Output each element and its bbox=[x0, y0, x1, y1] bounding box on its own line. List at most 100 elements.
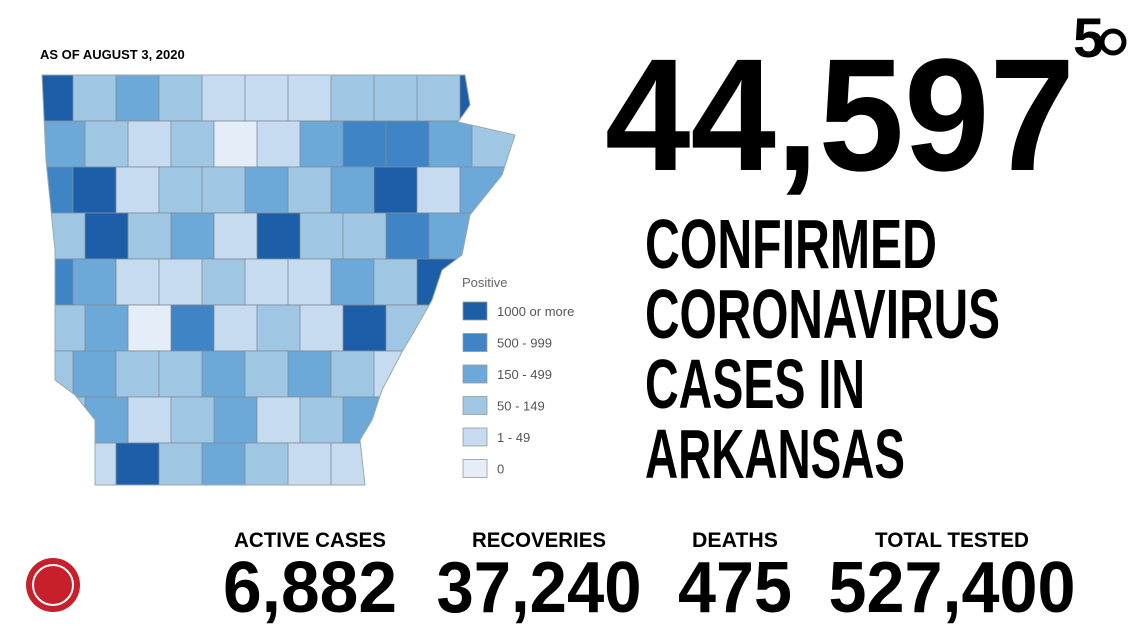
legend-swatch bbox=[462, 301, 488, 321]
date-label: AS OF AUGUST 3, 2020 bbox=[40, 47, 185, 62]
county bbox=[213, 304, 260, 352]
county bbox=[72, 166, 119, 214]
county bbox=[342, 212, 389, 260]
brand-eye bbox=[1099, 28, 1127, 56]
county bbox=[287, 166, 334, 214]
legend-label: 1000 or more bbox=[497, 304, 574, 319]
legend-label: 500 - 999 bbox=[497, 336, 552, 351]
county bbox=[115, 442, 162, 485]
county bbox=[158, 258, 205, 306]
county bbox=[72, 75, 119, 122]
county bbox=[287, 350, 334, 398]
stat-label: ACTIVE CASES bbox=[234, 529, 386, 552]
stat-label: TOTAL TESTED bbox=[875, 529, 1029, 552]
county bbox=[127, 120, 174, 168]
county bbox=[244, 75, 291, 122]
county bbox=[158, 442, 205, 485]
county bbox=[170, 120, 217, 168]
stat-label: DEATHS bbox=[692, 529, 778, 552]
stat-value: 527,400 bbox=[829, 548, 1076, 628]
county bbox=[373, 166, 420, 214]
county bbox=[373, 258, 420, 306]
county bbox=[373, 75, 420, 122]
legend-label: 150 - 499 bbox=[497, 367, 552, 382]
state-outline bbox=[41, 74, 516, 486]
county bbox=[127, 304, 174, 352]
headline-line: CONFIRMED bbox=[645, 205, 937, 283]
county bbox=[72, 350, 119, 398]
county bbox=[416, 166, 463, 214]
county bbox=[299, 212, 346, 260]
county bbox=[244, 258, 291, 306]
county bbox=[428, 120, 475, 168]
headline-line: CORONAVIRUS bbox=[645, 275, 1000, 353]
county bbox=[342, 120, 389, 168]
legend-swatch bbox=[462, 427, 488, 447]
county bbox=[84, 304, 131, 352]
stat-value: 475 bbox=[678, 548, 792, 628]
legend-title: Positive bbox=[462, 275, 508, 290]
county bbox=[201, 350, 248, 398]
county bbox=[385, 120, 432, 168]
ar-logo-ring bbox=[32, 564, 74, 606]
county bbox=[256, 120, 303, 168]
county bbox=[72, 258, 119, 306]
county bbox=[115, 350, 162, 398]
county bbox=[170, 212, 217, 260]
stat-value: 37,240 bbox=[437, 548, 642, 628]
county bbox=[115, 258, 162, 306]
county bbox=[244, 442, 291, 485]
county bbox=[244, 350, 291, 398]
county bbox=[256, 212, 303, 260]
county bbox=[299, 120, 346, 168]
county bbox=[127, 212, 174, 260]
legend-label: 50 - 149 bbox=[497, 399, 545, 414]
county bbox=[330, 350, 377, 398]
county bbox=[201, 258, 248, 306]
headline-number: 44,597 bbox=[605, 25, 1075, 204]
county bbox=[256, 304, 303, 352]
county bbox=[158, 350, 205, 398]
county bbox=[84, 212, 131, 260]
county bbox=[42, 120, 88, 168]
county bbox=[330, 258, 377, 306]
county bbox=[330, 166, 377, 214]
legend: 1000 or more 500 - 999 150 - 499 50 - 149 1 … bbox=[462, 301, 574, 478]
headline-line: CASES IN bbox=[645, 345, 865, 423]
county bbox=[201, 75, 248, 122]
county bbox=[256, 396, 303, 444]
legend-swatch bbox=[462, 396, 488, 415]
county bbox=[213, 120, 260, 168]
county bbox=[299, 396, 346, 444]
county bbox=[201, 166, 248, 214]
county bbox=[416, 75, 463, 122]
county bbox=[170, 396, 217, 444]
legend-label: 1 - 49 bbox=[497, 430, 530, 445]
county bbox=[299, 304, 346, 352]
legend-swatch bbox=[462, 364, 488, 384]
county bbox=[330, 75, 377, 122]
headline-line: ARKANSAS bbox=[645, 415, 905, 493]
county bbox=[213, 212, 260, 260]
county bbox=[213, 396, 260, 444]
legend-swatch bbox=[462, 459, 488, 478]
county bbox=[115, 75, 162, 122]
brand-logo: 5 bbox=[1073, 6, 1104, 69]
county bbox=[287, 75, 334, 122]
county bbox=[158, 166, 205, 214]
stat-label: RECOVERIES bbox=[472, 529, 606, 552]
ar-logo bbox=[26, 558, 80, 612]
county bbox=[84, 120, 131, 168]
county bbox=[244, 166, 291, 214]
county bbox=[287, 442, 334, 485]
county bbox=[342, 304, 389, 352]
county bbox=[158, 75, 205, 122]
legend-label: 0 bbox=[497, 462, 504, 477]
stat-value: 6,882 bbox=[223, 548, 397, 628]
county bbox=[287, 258, 334, 306]
county bbox=[42, 75, 76, 122]
legend-swatch bbox=[462, 333, 488, 352]
